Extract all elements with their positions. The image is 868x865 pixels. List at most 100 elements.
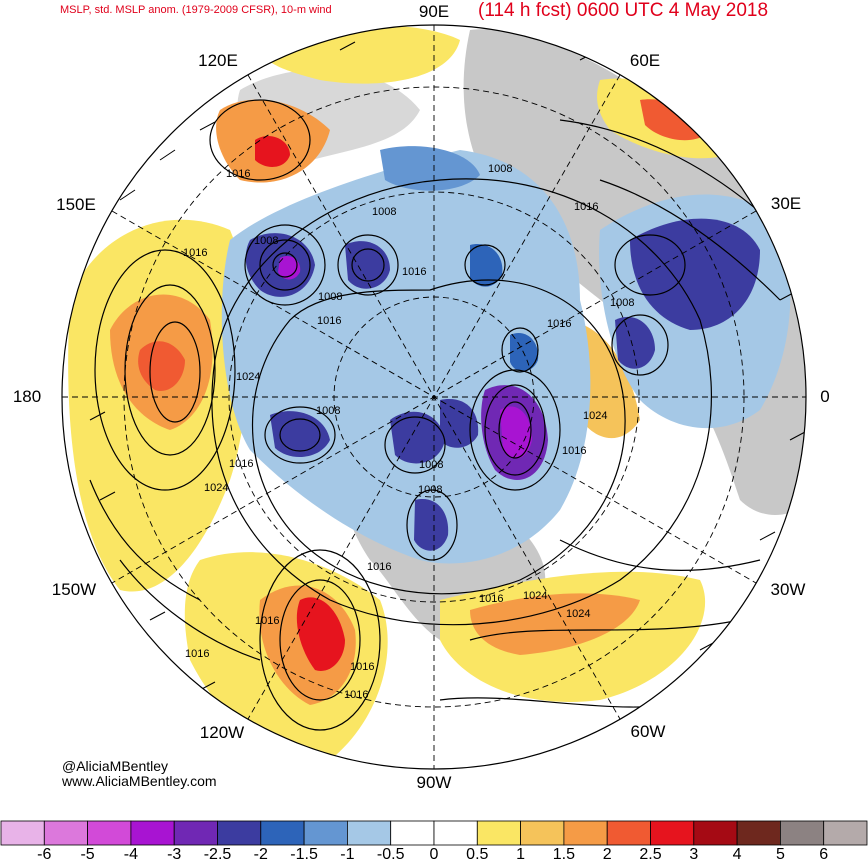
anom-neg-low-4	[390, 411, 445, 464]
graticule	[62, 25, 806, 769]
lon-label-150w: 150W	[51, 580, 97, 599]
isobar-label: 1016	[350, 661, 374, 673]
anom-pos-atlantic-core	[470, 593, 640, 655]
colorbar-swatch	[303, 820, 348, 846]
isobar-label: 1016	[183, 247, 207, 259]
colorbar-tick-label: -6	[37, 846, 52, 863]
colorbar-swatch	[563, 820, 608, 846]
lon-label-60e: 60E	[629, 51, 661, 70]
colorbar-tick-label: 4	[732, 846, 742, 863]
isobar-label: 1016	[402, 266, 426, 278]
anom-neg-low-7	[414, 499, 449, 551]
colorbar-tick-label: -2.5	[203, 846, 232, 863]
anom-neg-low-8	[470, 244, 503, 287]
colorbar-tick-label: 0	[429, 846, 439, 863]
colorbar-tick-label: 1.5	[552, 846, 576, 863]
colorbar-tick-label: 0.5	[466, 846, 489, 863]
lon-label-150e: 150E	[56, 195, 96, 214]
polar-map: 1008 1016 1008 1016 1016 1008 1016 1008 …	[61, 24, 807, 770]
credit-handle: @AliciaMBentley	[62, 758, 169, 774]
lon-label-180: 180	[12, 387, 42, 406]
isobar-label: 1024	[523, 590, 547, 602]
lon-label-120e: 120E	[198, 51, 238, 70]
colorbar-swatch	[476, 820, 521, 846]
isobar-label: 1008	[418, 484, 442, 496]
colorbar-swatch	[130, 820, 175, 846]
isobar-label: 1016	[226, 168, 250, 180]
isobar-label: 1008	[372, 206, 396, 218]
lon-label-60w: 60W	[630, 722, 666, 741]
colorbar-tick-label: -2	[253, 846, 268, 863]
colorbar-swatch	[346, 820, 392, 846]
colorbar-swatch	[693, 820, 738, 846]
colorbar-swatch	[650, 820, 695, 846]
colorbar-swatch	[606, 820, 651, 846]
lon-label-90w: 90W	[416, 773, 452, 792]
isobar-label: 1016	[317, 315, 341, 327]
credit-website: www.AliciaMBentley.com	[62, 773, 217, 789]
colorbar-swatch	[780, 820, 825, 846]
colorbar-swatch	[173, 820, 218, 846]
isobar-label: 1016	[367, 561, 391, 573]
anom-neg-low-9	[510, 332, 539, 372]
colorbar-swatch	[260, 820, 305, 846]
colorbar-swatch	[520, 820, 565, 846]
colorbar-tick-label: 2	[602, 846, 612, 863]
isobar-label: 1016	[574, 201, 598, 213]
colorbar-tick-label: -5	[80, 846, 95, 863]
anom-pos-siberia-peak	[255, 135, 290, 167]
isobar-label: 1008	[318, 291, 342, 303]
colorbar-tick-label: -4	[123, 846, 139, 863]
isobar-label: 1008	[610, 297, 634, 309]
colorbar-tick-label: -0.5	[376, 846, 405, 863]
anom-neg-europe-2	[615, 316, 655, 369]
isobar-label: 1008	[254, 235, 278, 247]
colorbar-tick-label: -1	[340, 846, 355, 863]
colorbar-tick-label: 2.5	[639, 846, 662, 863]
colorbar-tick-label: -1.5	[290, 846, 318, 863]
isobar-label: 1024	[236, 371, 260, 383]
isobar-label: 1024	[583, 410, 607, 422]
lon-label-120w: 120W	[199, 723, 245, 742]
lon-label-30e: 30E	[770, 194, 802, 213]
isobar-label: 1016	[185, 648, 209, 660]
forecast-time: (114 h fcst) 0600 UTC 4 May 2018	[478, 0, 769, 21]
colorbar-swatch	[217, 820, 262, 846]
colorbar-swatch	[43, 820, 88, 846]
colorbar-swatch	[433, 820, 478, 846]
colorbar	[0, 820, 868, 846]
anom-neg-low-6-core	[500, 406, 532, 459]
isobar-label: 1024	[204, 482, 228, 494]
colorbar-swatch	[0, 820, 45, 846]
map-border	[61, 24, 807, 770]
colorbar-swatch	[390, 820, 435, 846]
anom-neg-europe-core	[630, 218, 760, 330]
map-title: MSLP, std. MSLP anom. (1979-2009 CFSR), …	[60, 4, 332, 16]
anom-neg-low-1-core	[278, 255, 301, 280]
colorbar-swatch	[823, 820, 868, 846]
colorbar-tick-label: 1	[516, 846, 526, 863]
colorbar-tick-label: 5	[775, 846, 785, 863]
isobar-label: 1016	[229, 458, 253, 470]
colorbar-tick-label: -3	[167, 846, 182, 863]
colorbar-tick-label: 3	[689, 846, 699, 863]
colorbar-swatch	[87, 820, 132, 846]
colorbar-tick-label: 6	[819, 846, 829, 863]
isobar-label: 1016	[479, 593, 503, 605]
anom-pos-west-na-peak	[296, 597, 345, 671]
anom-pos-europe-core	[640, 99, 705, 141]
isobar-label-group: 1008 1016 1008 1016 1016 1008 1016 1008 …	[183, 163, 634, 701]
isobar-label: 1016	[562, 445, 586, 457]
isobar-label: 1008	[316, 405, 340, 417]
anom-neg-low-5	[440, 399, 479, 448]
lon-label-30w: 30W	[770, 580, 806, 599]
isobar-label: 1008	[488, 163, 512, 175]
isobar-label: 1008	[419, 459, 443, 471]
lon-label-90e: 90E	[418, 2, 450, 21]
isobars	[89, 99, 791, 731]
colorbar-swatch	[736, 820, 781, 846]
isobar-label: 1016	[255, 615, 279, 627]
isobar-label: 1016	[547, 318, 571, 330]
isobar-label: 1024	[566, 608, 590, 620]
lon-label-0: 0	[820, 387, 830, 406]
